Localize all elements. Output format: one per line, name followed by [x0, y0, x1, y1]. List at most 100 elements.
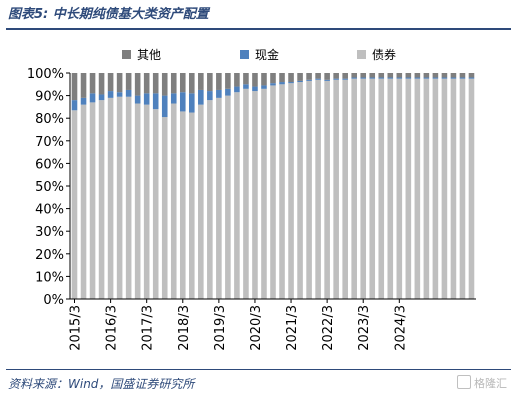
bar-segment — [351, 73, 357, 78]
bar-segment — [450, 77, 457, 79]
bar-segment — [351, 78, 357, 300]
x-tick-label: 2016/3 — [105, 305, 120, 351]
bar-segment — [107, 73, 114, 92]
source-rule — [6, 369, 511, 370]
bar-segment — [333, 79, 339, 299]
bar-segment — [414, 73, 421, 78]
bar-segment — [134, 103, 141, 299]
stacked-bar-chart: 其他 现金 债券 0% 10% 20% 30% 40% 50% 60% 70% 80% 90% 100%… — [27, 47, 476, 351]
bar-segment — [432, 73, 439, 78]
x-tick-label: 2022/3 — [321, 305, 336, 351]
bar-segment — [98, 100, 105, 300]
bar-segment — [378, 73, 385, 78]
bar-segment — [179, 92, 186, 112]
bar-segment — [252, 73, 258, 87]
bar-segment — [189, 93, 195, 113]
x-tick-label: 2020/3 — [249, 305, 264, 351]
bar-segment — [360, 73, 367, 78]
x-tick-label: 2024/3 — [393, 305, 408, 351]
legend-swatch-3 — [357, 50, 366, 59]
bar-segment — [279, 82, 285, 85]
bar-segment — [216, 89, 222, 98]
bar-segment — [152, 93, 159, 110]
bar-segment — [423, 78, 430, 300]
bar-segment — [315, 78, 321, 80]
bar-segment — [143, 73, 150, 94]
chart-legend: 其他 现金 债券 — [122, 47, 396, 62]
x-tick-label: 2015/3 — [69, 305, 84, 351]
bar-segment — [279, 73, 285, 83]
bar-segment — [116, 73, 123, 93]
bar-segment — [387, 77, 394, 79]
figure-title: 图表5: 中长期纯债基大类资产配置 — [8, 7, 209, 22]
watermark-text: 格隆汇 — [474, 377, 507, 390]
bar-segment — [297, 82, 303, 299]
bar-segment — [98, 94, 105, 101]
legend-label-1: 其他 — [137, 48, 161, 62]
bar-segment — [342, 78, 348, 80]
bar-segment — [459, 77, 466, 79]
bar-segment — [315, 73, 321, 79]
bar-segment — [261, 85, 267, 89]
bar-segment — [468, 78, 475, 300]
bar-segment — [270, 85, 276, 300]
bar-segment — [116, 92, 123, 97]
bar-segment — [405, 78, 412, 300]
bar-segment — [161, 95, 168, 118]
bar-segment — [80, 97, 87, 105]
bar-segment — [414, 77, 421, 79]
bar-segment — [125, 73, 132, 90]
bar-segment — [306, 73, 312, 80]
bar-segment — [405, 73, 412, 78]
bar-segment — [107, 97, 114, 299]
bar-segment — [387, 73, 394, 78]
y-tick-label: 10% — [35, 270, 64, 285]
bar-segment — [333, 73, 339, 79]
bar-segment — [179, 111, 186, 299]
x-tick-label: 2018/3 — [177, 305, 192, 351]
bar-segment — [315, 79, 321, 299]
source-note: 资料来源：Wind，国盛证券研究所 — [8, 377, 195, 391]
bar-segment — [89, 102, 96, 299]
bar-area — [71, 73, 475, 300]
bar-segment — [89, 93, 96, 103]
bar-segment — [71, 110, 78, 299]
bar-segment — [441, 73, 448, 78]
bar-segment — [324, 73, 330, 80]
bar-segment — [378, 78, 385, 300]
y-axis: 0% 10% 20% 30% 40% 50% 60% 70% 80% 90% 100% — [27, 67, 71, 308]
y-tick-label: 70% — [35, 135, 64, 150]
bar-segment — [333, 78, 339, 80]
bar-segment — [125, 96, 132, 299]
bar-segment — [116, 96, 123, 299]
y-tick-label: 20% — [35, 248, 64, 263]
bar-segment — [143, 93, 150, 105]
legend-swatch-2 — [240, 50, 249, 59]
bar-segment — [288, 82, 294, 84]
bar-segment — [270, 73, 276, 84]
bar-segment — [306, 79, 312, 81]
bar-segment — [143, 104, 150, 299]
bar-segment — [468, 77, 475, 79]
bar-segment — [369, 77, 376, 79]
bar-segment — [369, 78, 376, 300]
bar-segment — [125, 89, 132, 97]
bar-segment — [170, 93, 177, 104]
bar-segment — [234, 86, 240, 93]
bar-segment — [170, 73, 177, 94]
bar-segment — [450, 78, 457, 300]
y-tick-label: 0% — [43, 293, 64, 308]
bar-segment — [89, 73, 96, 94]
legend-label-2: 现金 — [255, 47, 279, 62]
bar-segment — [450, 73, 457, 78]
title-rule — [6, 28, 511, 30]
bar-segment — [306, 80, 312, 299]
bar-segment — [225, 73, 231, 89]
bar-segment — [396, 77, 403, 79]
bar-segment — [207, 100, 213, 300]
bar-segment — [441, 78, 448, 300]
bar-segment — [80, 104, 87, 299]
y-tick-label: 50% — [35, 180, 64, 195]
bar-segment — [288, 73, 294, 83]
bar-segment — [198, 104, 204, 299]
